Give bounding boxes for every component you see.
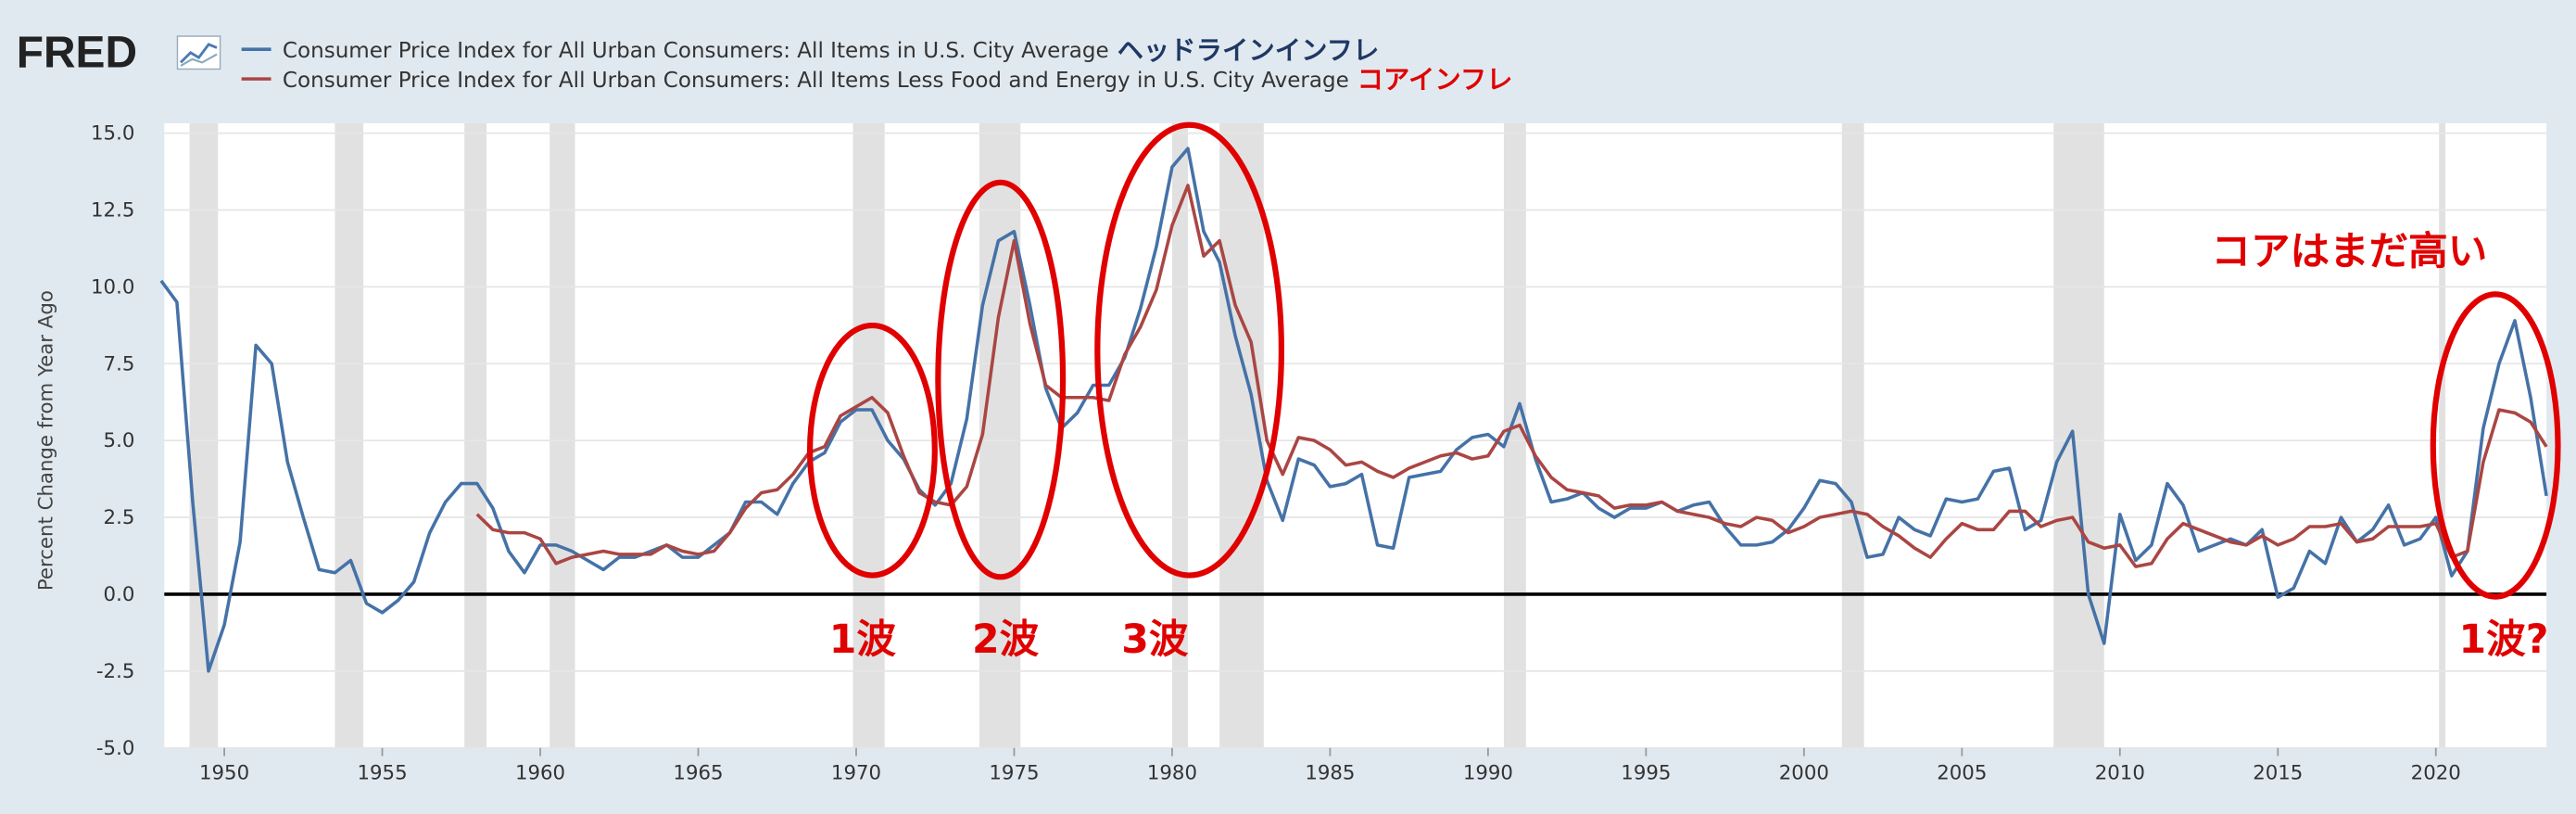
x-tick-label: 2005 <box>1937 761 1987 784</box>
recession-band <box>1171 122 1188 748</box>
x-tick-label: 1950 <box>199 761 249 784</box>
y-tick-label: 7.5 <box>104 352 135 375</box>
plot-area <box>164 122 2547 748</box>
recession-band <box>1503 122 1526 748</box>
highlight-ellipse <box>935 179 1067 580</box>
x-tick-label: 1985 <box>1305 761 1355 784</box>
recession-band <box>852 122 885 748</box>
x-tick-label: 1975 <box>989 761 1039 784</box>
recession-band <box>1841 122 1864 748</box>
highlight-ellipse <box>806 322 938 579</box>
x-tick-label: 1980 <box>1147 761 1197 784</box>
recession-band <box>549 122 575 748</box>
x-tick-label: 1955 <box>357 761 407 784</box>
y-tick-label: 0.0 <box>104 583 135 606</box>
legend-label: Consumer Price Index for All Urban Consu… <box>283 39 1109 63</box>
y-tick-label: -5.0 <box>96 737 135 760</box>
x-tick-label: 1965 <box>673 761 723 784</box>
y-tick-label: 5.0 <box>104 429 135 452</box>
recession-band <box>464 122 487 748</box>
recession-band <box>1219 122 1264 748</box>
annotation: 3波 <box>1121 617 1189 663</box>
annotation: 2波 <box>972 617 1040 663</box>
x-tick-label: 2020 <box>2411 761 2461 784</box>
x-tick-label: 1960 <box>515 761 565 784</box>
y-tick-label: 10.0 <box>91 275 134 299</box>
y-tick-label: 2.5 <box>104 506 135 529</box>
legend-note: コアインフレ <box>1357 65 1513 95</box>
legend-label: Consumer Price Index for All Urban Consu… <box>283 69 1349 93</box>
x-tick-label: 2015 <box>2253 761 2303 784</box>
recession-band <box>335 122 364 748</box>
legend-note: ヘッドラインインフレ <box>1118 35 1380 66</box>
x-tick-label: 2000 <box>1779 761 1829 784</box>
x-tick-label: 1970 <box>831 761 881 784</box>
y-axis-label: Percent Change from Year Ago <box>35 290 58 591</box>
series-line <box>159 146 2548 673</box>
x-tick-label: 1995 <box>1621 761 1671 784</box>
x-tick-label: 2010 <box>2095 761 2145 784</box>
y-tick-label: -2.5 <box>96 660 135 683</box>
highlight-ellipse <box>2430 291 2561 600</box>
y-tick-label: 15.0 <box>91 122 134 146</box>
recession-band <box>2439 122 2445 748</box>
logo-icon <box>176 35 221 70</box>
series-line <box>475 184 2548 568</box>
logo: FRED <box>17 29 137 78</box>
annotation: コアはまだ高い <box>2211 229 2487 274</box>
y-tick-label: 12.5 <box>91 199 134 223</box>
annotation: 1波 <box>829 617 897 663</box>
annotation: 1波? <box>2459 617 2549 663</box>
highlight-ellipse <box>1094 121 1285 579</box>
recession-band <box>189 122 219 748</box>
recession-band <box>979 122 1021 748</box>
x-tick-label: 1990 <box>1463 761 1513 784</box>
recession-band <box>2053 122 2104 748</box>
